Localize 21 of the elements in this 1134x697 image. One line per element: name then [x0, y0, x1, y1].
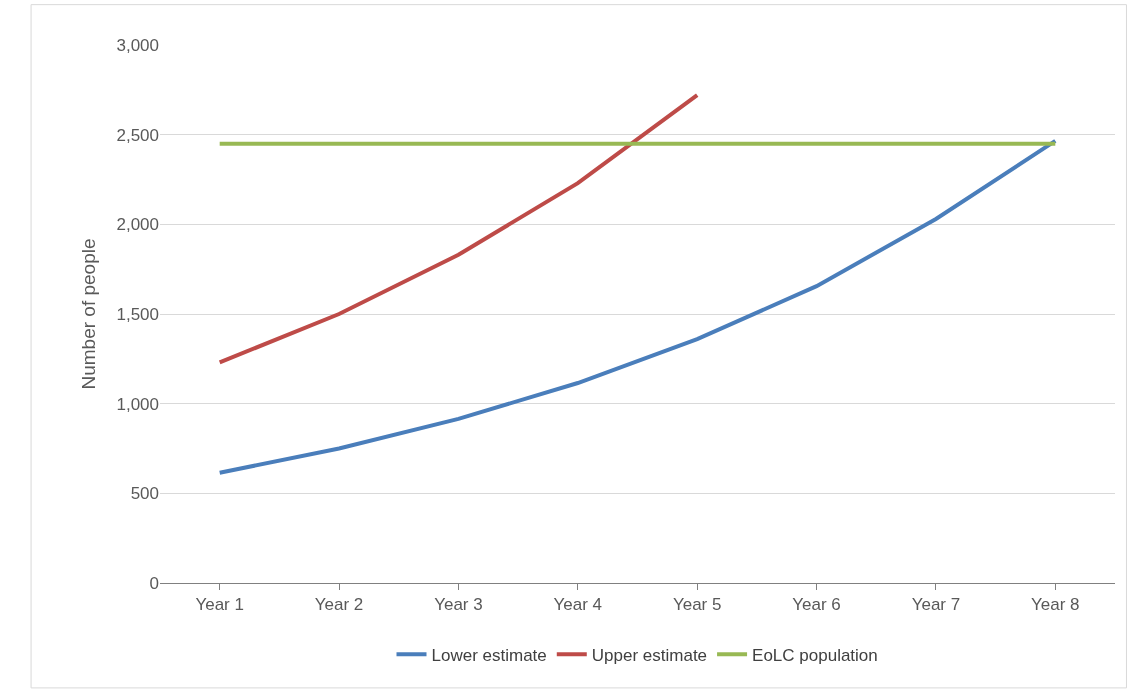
- line-series: [217, 93, 700, 365]
- y-tick-label: 2,000: [116, 215, 159, 235]
- y-tick-label: 500: [130, 484, 159, 504]
- y-tick-label: 1,000: [116, 394, 159, 414]
- x-tick-label: Year 7: [911, 595, 961, 615]
- x-tick-label: Year 3: [434, 595, 483, 615]
- y-axis-title: Number of people: [78, 238, 100, 390]
- x-tick-label: Year 2: [314, 595, 364, 615]
- x-tick-label: Year 6: [792, 595, 841, 615]
- y-tick-label: 2,500: [116, 125, 159, 145]
- x-tick-label: Year 8: [1031, 595, 1080, 615]
- x-tick-label: Year 4: [553, 595, 603, 615]
- line-series: [217, 138, 1058, 475]
- x-tick-label: Year 5: [672, 595, 722, 615]
- legend-label: Lower estimate: [431, 645, 547, 665]
- legend-label: Upper estimate: [591, 645, 708, 665]
- y-tick-label: 3,000: [116, 35, 159, 55]
- legend-label: EoLC population: [752, 645, 878, 665]
- y-tick-label: 1,500: [116, 304, 159, 324]
- x-tick-label: Year 1: [195, 595, 244, 615]
- y-tick-label: 0: [149, 573, 159, 593]
